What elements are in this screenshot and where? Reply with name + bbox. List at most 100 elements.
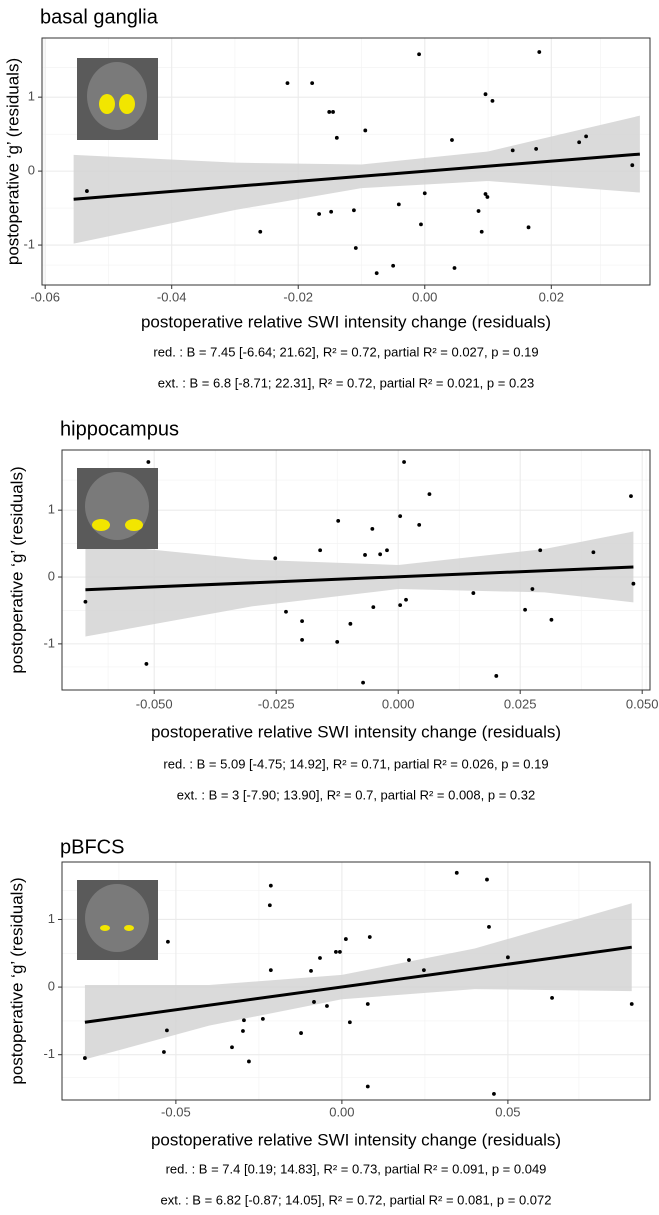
data-point — [165, 1028, 169, 1033]
data-point — [363, 128, 368, 133]
data-point — [530, 587, 535, 591]
x-tick-label: 0.025 — [504, 696, 537, 711]
data-point — [310, 81, 315, 86]
data-point — [505, 955, 510, 960]
data-point — [299, 1031, 303, 1035]
inset-brain — [77, 58, 158, 140]
data-point — [398, 514, 403, 519]
data-point — [549, 617, 554, 622]
data-point — [494, 674, 499, 678]
chart-panel: basal ganglia -0.06 -0.04 -0.02 0.00 0.02 -1 0 1… — [3, 6, 651, 390]
x-tick-label: 0.05 — [495, 1104, 520, 1119]
stats-annotation: ext. : B = 6.8 [-8.71; 22.31], R² = 0.72… — [158, 375, 535, 390]
data-point — [450, 138, 454, 142]
x-tick-label: -0.050 — [136, 696, 173, 711]
data-point — [363, 553, 367, 557]
data-point — [334, 950, 338, 954]
plot-border — [61, 449, 651, 691]
stats-annotation: red. : B = 7.4 [0.19; 14.83], R² = 0.73,… — [166, 1161, 547, 1176]
inset-brain — [77, 468, 158, 549]
x-axis-label: postoperative relative SWI intensity cha… — [141, 312, 551, 331]
inset-highlight — [100, 925, 110, 931]
confidence-band — [85, 531, 634, 637]
y-axis-label: postoperative ‘g’ (residuals) — [3, 58, 22, 265]
inset-brain-shape — [87, 62, 147, 130]
data-point — [483, 192, 488, 196]
plot-border — [41, 37, 651, 286]
data-point — [479, 229, 484, 234]
data-point — [367, 935, 372, 939]
data-point — [476, 209, 481, 213]
y-tick-label: 0 — [48, 979, 55, 994]
data-point — [378, 552, 383, 557]
data-point — [454, 870, 459, 875]
data-point — [485, 195, 490, 199]
x-axis-label: postoperative relative SWI intensity cha… — [151, 722, 561, 741]
x-tick-label: -0.06 — [30, 289, 60, 304]
data-point — [317, 212, 322, 216]
data-point — [166, 939, 170, 944]
data-point — [247, 1059, 251, 1064]
inset-brain — [77, 880, 158, 960]
data-point — [421, 968, 426, 973]
data-point — [385, 548, 389, 553]
data-point — [523, 607, 527, 612]
x-tick-label: 0.000 — [382, 696, 415, 711]
y-tick-label: 1 — [48, 502, 55, 517]
x-axis-label: postoperative relative SWI intensity cha… — [151, 1130, 561, 1149]
data-point — [241, 1029, 245, 1033]
inset-highlight — [124, 925, 134, 931]
data-point — [329, 209, 334, 214]
inset-highlight — [99, 94, 115, 114]
confidence-band — [73, 115, 640, 244]
data-point — [629, 494, 633, 499]
data-point — [490, 98, 495, 103]
data-point — [471, 591, 476, 595]
data-point — [422, 191, 427, 196]
data-point — [312, 1000, 316, 1004]
stats-annotation: red. : B = 7.45 [-6.64; 21.62], R² = 0.7… — [153, 344, 538, 359]
stats-annotation: ext. : B = 3 [-7.90; 13.90], R² = 0.7, p… — [177, 787, 535, 802]
inset-highlight — [92, 519, 110, 531]
data-point — [631, 581, 636, 586]
y-tick-label: 1 — [48, 911, 55, 926]
data-point — [374, 271, 379, 276]
x-tick-label: -0.025 — [258, 696, 295, 711]
data-point — [371, 605, 376, 610]
data-point — [284, 609, 288, 614]
data-point — [230, 1045, 234, 1050]
data-point — [268, 968, 273, 973]
data-point — [260, 1016, 265, 1021]
data-point — [584, 134, 588, 139]
x-tick-label: 0.02 — [539, 289, 564, 304]
y-tick-label: -1 — [23, 237, 35, 252]
y-axis-label: postoperative ‘g’ (residuals) — [7, 877, 26, 1084]
data-point — [577, 140, 582, 145]
data-point — [353, 246, 358, 250]
data-point — [417, 522, 422, 527]
regression-line — [85, 565, 634, 592]
data-point — [404, 597, 408, 602]
data-point — [537, 50, 542, 54]
data-point — [407, 958, 411, 962]
data-point — [391, 263, 396, 268]
data-point — [318, 956, 322, 960]
data-point — [365, 1084, 370, 1089]
data-point — [427, 492, 432, 497]
inset-highlight — [125, 519, 143, 531]
y-tick-label: 0 — [28, 163, 35, 178]
data-point — [85, 189, 89, 193]
data-point — [402, 460, 406, 464]
data-point — [538, 548, 543, 553]
data-point — [162, 1050, 166, 1054]
data-point — [485, 877, 489, 882]
data-point — [258, 229, 263, 234]
plot-border — [61, 861, 651, 1101]
data-point — [242, 1018, 246, 1023]
data-point — [336, 518, 341, 523]
confidence-band — [84, 903, 632, 1060]
data-point — [487, 925, 491, 929]
data-point — [534, 147, 539, 151]
data-point — [352, 208, 356, 213]
